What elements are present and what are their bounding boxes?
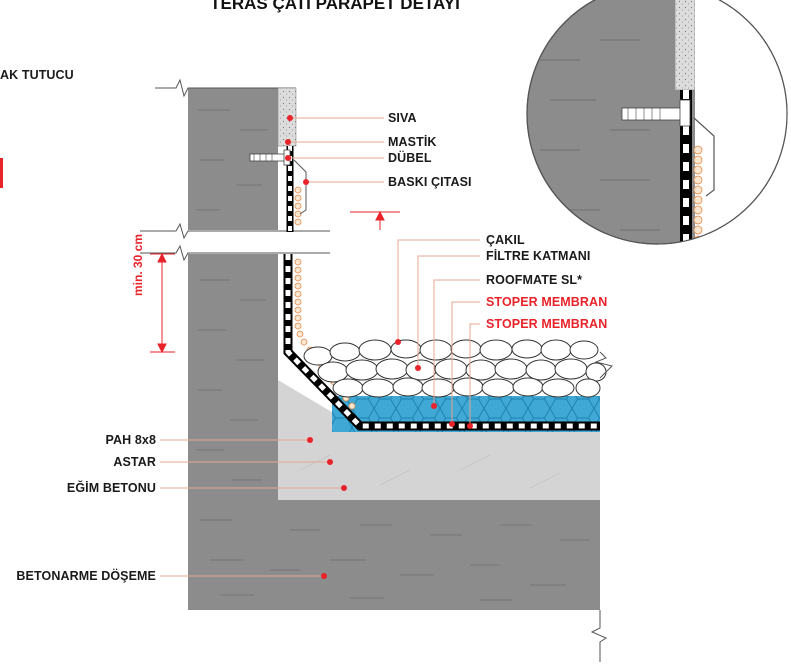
label-cakil: ÇAKIL (486, 233, 525, 247)
dimension-label: min. 30 cm (131, 233, 145, 296)
label-stoper-membran-1: STOPER MEMBRAN (486, 295, 608, 309)
plaster-layer (277, 87, 297, 147)
label-astar: ASTAR (113, 455, 156, 469)
stoper-membrane-dash (285, 254, 600, 429)
label-roofmate: ROOFMATE SL* (486, 273, 583, 287)
label-betonarme-doseme: BETONARME DÖŞEME (16, 569, 156, 583)
slope-concrete (278, 380, 600, 500)
label-siva: SIVA (388, 111, 417, 125)
label-dubel: DÜBEL (388, 151, 432, 165)
label-stoper-membran-2: STOPER MEMBRAN (486, 317, 608, 331)
section-break (140, 78, 608, 662)
drawing-title: TERAS ÇATI PARAPET DETAYI (210, 0, 460, 13)
label-cut-left: AK TUTUCU (0, 68, 74, 82)
reinforced-concrete (188, 88, 600, 610)
height-dimension (150, 210, 400, 354)
zoom-detail (526, 0, 788, 245)
gravel-break (594, 351, 613, 379)
label-mastik: MASTİK (388, 135, 437, 149)
edge-mark (0, 158, 3, 188)
label-pah: PAH 8x8 (105, 433, 156, 447)
label-filtre-katmani: FİLTRE KATMANI (486, 249, 591, 263)
leader-lines (160, 117, 480, 577)
marker-dots (285, 115, 473, 579)
label-baski-citasi: BASKI ÇITASI (388, 175, 472, 189)
gravel-layer (303, 339, 607, 398)
label-egim-betonu: EĞİM BETONU (66, 481, 156, 495)
